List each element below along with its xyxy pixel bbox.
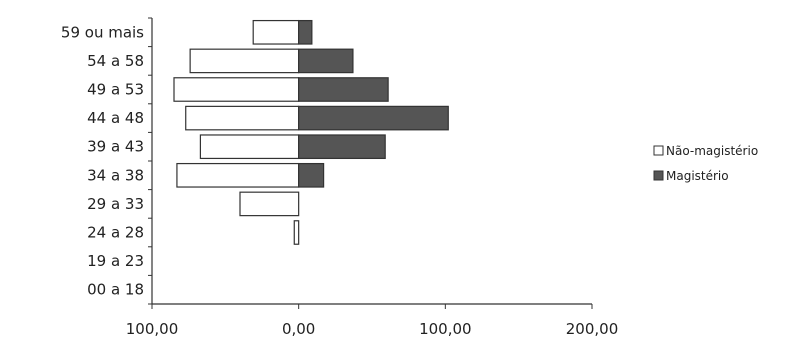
- bar-magisterio: [298, 48, 354, 74]
- legend-label: Magistério: [666, 169, 729, 183]
- y-tick-label: 34 a 38: [87, 166, 144, 184]
- y-tick-label: 54 a 58: [87, 52, 144, 70]
- bar-nao-magisterio: [173, 77, 300, 102]
- x-tick-label: 200,00: [566, 320, 619, 338]
- bar-magisterio: [298, 134, 386, 160]
- bar-magisterio: [298, 19, 313, 45]
- bar-nao-magisterio: [199, 134, 300, 160]
- y-tick-label: 29 a 33: [87, 195, 144, 213]
- y-tick-label: 24 a 28: [87, 224, 144, 242]
- bar-magisterio: [298, 162, 325, 188]
- bar-magisterio: [298, 105, 449, 131]
- x-tick-label: 100,00: [419, 320, 472, 338]
- y-tick-label: 44 a 48: [87, 109, 144, 127]
- legend: Não-magistério Magistério: [653, 144, 758, 183]
- x-tick-labels: 100,00 0,00 100,00 200,00: [126, 320, 619, 338]
- legend-label: Não-magistério: [666, 144, 758, 158]
- bar-nao-magisterio: [189, 48, 300, 74]
- bar-nao-magisterio: [239, 191, 300, 217]
- y-tick-labels: 00 a 18 19 a 23 24 a 28 29 a 33 34 a 38 39 a …: [61, 23, 144, 298]
- bar-nao-magisterio: [293, 220, 300, 245]
- bar-nao-magisterio: [185, 105, 300, 131]
- legend-swatch: [653, 145, 664, 156]
- y-tick-label: 59 ou mais: [61, 23, 144, 41]
- axes: [148, 17, 593, 309]
- y-tick-label: 49 a 53: [87, 81, 144, 99]
- x-tick-label: 0,00: [282, 320, 315, 338]
- bars: [173, 19, 449, 245]
- x-tick-label: 100,00: [126, 320, 179, 338]
- bar-magisterio: [298, 77, 389, 102]
- bar-nao-magisterio: [176, 162, 300, 188]
- bar-nao-magisterio: [252, 19, 300, 45]
- y-tick-label: 00 a 18: [87, 281, 144, 299]
- legend-swatch: [653, 170, 664, 181]
- y-tick-label: 39 a 43: [87, 138, 144, 156]
- y-tick-label: 19 a 23: [87, 252, 144, 270]
